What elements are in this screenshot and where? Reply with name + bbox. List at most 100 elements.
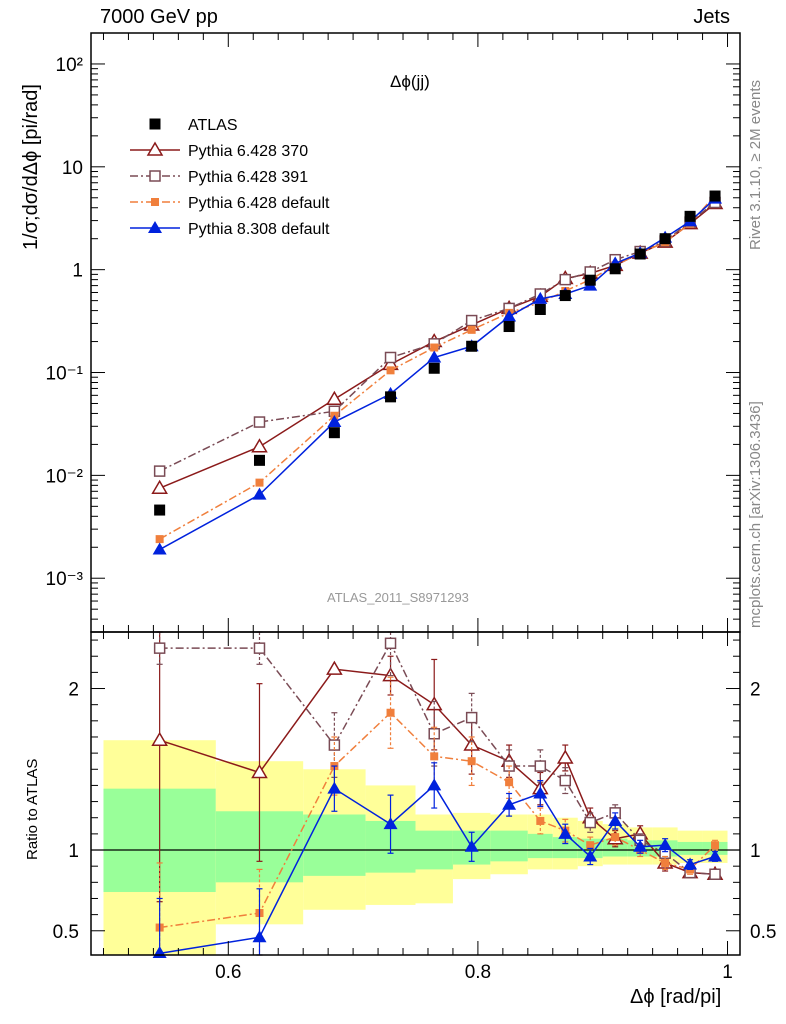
ratio-point-pythia-6-428-391-9 xyxy=(584,816,596,829)
ratio-point-pythia-6-428-391-8 xyxy=(559,774,572,787)
ratio-point-pythia-8-308-default-14 xyxy=(708,849,723,862)
header-energy-label: 7000 GeV pp xyxy=(100,6,218,28)
ratio-point-pythia-8-308-default-1 xyxy=(252,930,267,943)
ratio-point-pythia-8-308-default-13 xyxy=(683,857,698,870)
ratio-point-pythia-6-428-391-1 xyxy=(253,642,266,654)
header-jets-label: Jets xyxy=(693,6,730,28)
ratio-point-pythia-8-308-default-12 xyxy=(658,838,673,851)
main-point-pythia-6-428-default-5 xyxy=(467,325,476,334)
ratio-point-pythia-6-428-370-1 xyxy=(251,764,268,779)
green-band-13 xyxy=(677,841,703,855)
green-band-2 xyxy=(303,814,366,876)
legend-label-pythia-6-428-370: Pythia 6.428 370 xyxy=(188,143,308,160)
ratio-point-pythia-6-428-default-5 xyxy=(467,757,476,766)
main-line-pythia-8-308-default xyxy=(159,198,716,551)
main-point-pythia-6-428-391-5 xyxy=(465,314,478,327)
green-band-7 xyxy=(527,833,553,859)
main-point-pythia-8-308-default-4 xyxy=(427,350,442,363)
ratio-point-pythia-6-428-370-8 xyxy=(556,749,574,764)
main-point-pythia-6-428-default-0 xyxy=(155,535,164,544)
main-series-layer xyxy=(151,190,724,555)
legend-label-pythia-6-428-391: Pythia 6.428 391 xyxy=(188,169,308,186)
main-point-pythia-6-428-370-2 xyxy=(326,390,343,405)
ratio-ytick-label-left-0: 0.5 xyxy=(53,922,79,943)
axis-ticks: 10⁻³ 10⁻² 10⁻¹ 1 10 10² 0.6 0.8 1 0.5 0.5 1 1 2 2 xyxy=(46,32,776,983)
main-point-atlas-10 xyxy=(609,263,621,275)
legend-marker-pythia-6-428-391 xyxy=(149,170,161,182)
main-point-pythia-6-428-391-1 xyxy=(253,416,266,428)
ratio-point-pythia-6-428-391-0 xyxy=(153,642,166,654)
ratio-point-pythia-6-428-391-7 xyxy=(534,760,547,772)
ratio-point-pythia-6-428-391-14 xyxy=(709,868,721,880)
ratio-series-layer xyxy=(151,631,724,958)
main-point-pythia-6-428-391-3 xyxy=(384,351,397,364)
green-band-6 xyxy=(490,830,528,862)
ratio-xtick-label-0: 0.6 xyxy=(215,962,241,983)
main-ytick-label-3: 1 xyxy=(72,261,83,282)
ratio-point-pythia-8-308-default-5 xyxy=(464,839,479,852)
ratio-xtick-label-1: 0.8 xyxy=(465,962,491,983)
legend-marker-atlas xyxy=(149,118,161,130)
ratio-point-pythia-6-428-370-0 xyxy=(151,731,168,746)
axes-frames xyxy=(90,32,741,956)
main-point-pythia-6-428-default-3 xyxy=(386,366,395,375)
main-ytick-label-0: 10⁻³ xyxy=(46,569,84,590)
legend-marker-pythia-6-428-370 xyxy=(146,141,164,156)
ratio-point-pythia-6-428-default-7 xyxy=(536,816,545,825)
ratio-ytick-label-right-0: 0.5 xyxy=(750,922,776,943)
legend-label-pythia-8-308-default: Pythia 8.308 default xyxy=(188,221,330,238)
main-point-atlas-13 xyxy=(684,210,696,222)
ratio-point-pythia-6-428-default-14 xyxy=(711,841,720,850)
mcplots-label: mcplots.cern.ch [arXiv:1306.3436] xyxy=(747,401,764,628)
legend: ATLAS Pythia 6.428 370 Pythia 6.428 391 Pyt… xyxy=(130,117,330,238)
legend-marker-pythia-8-308-default xyxy=(148,221,162,233)
ratio-point-pythia-8-308-default-8 xyxy=(558,826,573,839)
main-ytick-label-4: 10 xyxy=(62,158,83,179)
legend-label-atlas: ATLAS xyxy=(188,117,238,134)
ratio-point-pythia-6-428-391-3 xyxy=(384,637,397,650)
ratio-point-pythia-6-428-391-5 xyxy=(465,711,478,724)
ratio-ytick-label-left-1: 1 xyxy=(68,841,79,862)
main-point-atlas-12 xyxy=(659,233,671,245)
main-point-atlas-0 xyxy=(154,504,166,516)
analysis-label: ATLAS_2011_S8971293 xyxy=(327,590,469,605)
ratio-point-pythia-6-428-default-9 xyxy=(586,841,595,850)
main-point-atlas-6 xyxy=(503,321,515,333)
main-point-pythia-8-308-default-7 xyxy=(533,291,548,304)
ratio-uncertainty-bands xyxy=(91,740,740,955)
ratio-point-pythia-8-308-default-2 xyxy=(327,781,342,794)
ratio-ytick-label-right-2: 2 xyxy=(750,680,761,701)
main-point-atlas-14 xyxy=(709,190,721,202)
ratio-point-pythia-8-308-default-9 xyxy=(583,849,598,862)
main-point-atlas-7 xyxy=(534,303,546,315)
ratio-ytick-label-left-2: 2 xyxy=(68,680,79,701)
main-point-atlas-8 xyxy=(559,290,571,302)
main-point-atlas-11 xyxy=(634,248,646,260)
rivet-version-label: Rivet 3.1.10, ≥ 2M events xyxy=(747,80,764,250)
legend-marker-pythia-6-428-default xyxy=(151,198,159,206)
main-point-atlas-5 xyxy=(466,340,478,352)
ratio-point-pythia-8-308-default-4 xyxy=(427,778,442,791)
main-point-atlas-9 xyxy=(584,274,596,286)
ratio-point-pythia-6-428-370-2 xyxy=(326,660,343,675)
ratio-point-pythia-8-308-default-11 xyxy=(633,839,648,852)
main-point-atlas-2 xyxy=(328,427,340,439)
ratio-plot-frame xyxy=(90,631,741,956)
ratio-point-pythia-8-308-default-6 xyxy=(502,797,517,810)
main-point-pythia-6-428-default-1 xyxy=(255,478,264,487)
ratio-point-pythia-6-428-default-6 xyxy=(505,778,514,787)
ratio-point-pythia-6-428-391-2 xyxy=(328,739,341,751)
ratio-point-pythia-6-428-default-3 xyxy=(386,708,395,717)
main-point-pythia-6-428-391-8 xyxy=(559,273,572,286)
main-point-pythia-6-428-391-0 xyxy=(153,465,166,477)
main-point-pythia-6-428-370-0 xyxy=(151,479,168,494)
main-point-pythia-6-428-default-4 xyxy=(430,343,439,352)
ratio-point-pythia-8-308-default-3 xyxy=(383,817,398,830)
ratio-point-pythia-6-428-default-12 xyxy=(661,858,670,867)
x-axis-label: Δϕ [rad/pi] xyxy=(630,986,722,1008)
chart-title: Δϕ(jj) xyxy=(390,72,430,91)
ratio-xtick-label-2: 1 xyxy=(722,962,733,983)
ratio-y-axis-label: Ratio to ATLAS xyxy=(24,758,41,860)
main-ytick-label-1: 10⁻² xyxy=(46,466,84,487)
